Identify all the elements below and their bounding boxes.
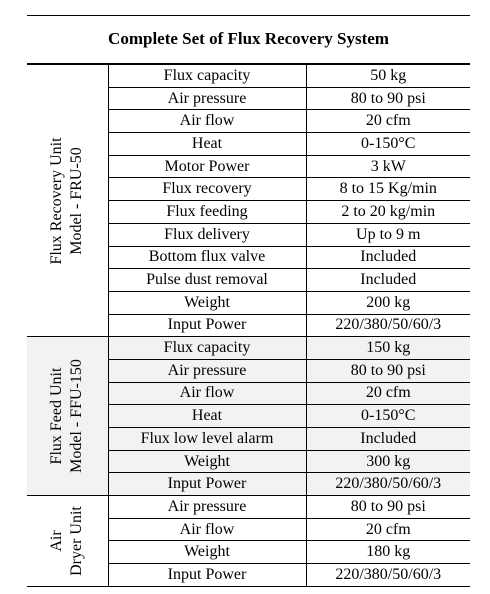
table-row: Pulse dust removal Included [27, 268, 470, 292]
value-cell: 180 kg [305, 540, 470, 565]
value-cell: 3 kW [305, 154, 470, 179]
table-title: Complete Set of Flux Recovery System [108, 29, 389, 48]
group-label: Flux Recovery Unit Model - FRU-50 [47, 137, 87, 264]
value-cell: 80 to 90 psi [305, 358, 470, 383]
group-label-line1: Flux Recovery Unit [48, 137, 66, 265]
table-row: Weight 300 kg [27, 449, 470, 474]
param-cell: Flux capacity [107, 336, 307, 360]
group-label-cell: Air Dryer Unit [27, 495, 109, 587]
table-row: Weight 200 kg [27, 290, 470, 315]
value-cell: 20 cfm [305, 517, 470, 542]
param-cell: Air pressure [107, 495, 307, 519]
header-rule [27, 63, 470, 64]
group-label-line2: Model - FRU-50 [68, 146, 86, 255]
value-cell: 0-150°C [305, 404, 470, 428]
value-cell: 150 kg [305, 336, 470, 360]
value-cell: 300 kg [305, 449, 470, 474]
value-cell: 220/380/50/60/3 [305, 472, 470, 497]
param-cell: Air pressure [107, 358, 307, 383]
group-label: Flux Feed Unit Model - FFU-150 [47, 359, 87, 473]
param-cell: Heat [107, 404, 307, 428]
param-cell: Flux low level alarm [107, 427, 307, 451]
param-cell: Weight [107, 449, 307, 474]
group-label-line2: Dryer Unit [68, 506, 86, 576]
group-label: Air Dryer Unit [47, 506, 87, 576]
group-label-line2: Model - FFU-150 [68, 359, 86, 474]
param-cell: Air pressure [107, 86, 307, 111]
value-cell: 220/380/50/60/3 [305, 563, 470, 587]
value-cell: 20 cfm [305, 109, 470, 134]
value-cell: Included [305, 427, 470, 451]
value-cell: 220/380/50/60/3 [305, 313, 470, 338]
table-row: Input Power 220/380/50/60/3 [27, 313, 470, 338]
value-cell: 0-150°C [305, 132, 470, 156]
value-cell: 80 to 90 psi [305, 495, 470, 519]
spec-table: Flux Recovery Unit Model - FRU-50 Flux cap… [27, 63, 470, 587]
param-cell: Input Power [107, 563, 307, 587]
param-cell: Flux feeding [107, 200, 307, 224]
param-cell: Heat [107, 132, 307, 156]
param-cell: Flux capacity [107, 64, 307, 88]
param-cell: Flux delivery [107, 222, 307, 247]
param-cell: Motor Power [107, 154, 307, 179]
top-rule [27, 15, 470, 16]
param-cell: Weight [107, 540, 307, 565]
param-cell: Flux recovery [107, 177, 307, 202]
param-cell: Pulse dust removal [107, 268, 307, 292]
table-row: Heat 0-150°C [27, 404, 470, 428]
group-label-line1: Air [48, 530, 66, 552]
param-cell: Input Power [107, 472, 307, 497]
table-row: Motor Power 3 kW [27, 154, 470, 179]
table-row: Air pressure 80 to 90 psi [27, 86, 470, 111]
value-cell: Included [305, 268, 470, 292]
param-cell: Air flow [107, 517, 307, 542]
value-cell: 20 cfm [305, 381, 470, 406]
value-cell: Included [305, 245, 470, 270]
table-row: Flux Recovery Unit Model - FRU-50 Flux cap… [27, 63, 470, 338]
table-row: Air Dryer Unit Air pressure 80 to 90 psi [27, 495, 470, 587]
table-row: Input Power 220/380/50/60/3 [27, 472, 470, 497]
table-row: Flux Feed Unit Model - FFU-150 Flux capaci… [27, 336, 470, 497]
group-label-cell: Flux Feed Unit Model - FFU-150 [27, 336, 109, 497]
param-cell: Air flow [107, 381, 307, 406]
group-label-cell: Flux Recovery Unit Model - FRU-50 [27, 63, 109, 338]
param-cell: Air flow [107, 109, 307, 134]
table-row: Input Power 220/380/50/60/3 [27, 563, 470, 587]
table-row: Heat 0-150°C [27, 132, 470, 156]
value-cell: 80 to 90 psi [305, 86, 470, 111]
value-cell: 2 to 20 kg/min [305, 200, 470, 224]
table-row: Flux recovery 8 to 15 Kg/min [27, 177, 470, 202]
value-cell: 200 kg [305, 290, 470, 315]
param-cell: Weight [107, 290, 307, 315]
param-cell: Bottom flux valve [107, 245, 307, 270]
param-cell: Input Power [107, 313, 307, 338]
table-row: Weight 180 kg [27, 540, 470, 565]
group-label-line1: Flux Feed Unit [48, 367, 66, 465]
table-row: Air flow 20 cfm [27, 109, 470, 134]
value-cell: Up to 9 m [305, 222, 470, 247]
value-cell: 50 kg [305, 64, 470, 88]
value-cell: 8 to 15 Kg/min [305, 177, 470, 202]
table-row: Flux low level alarm Included [27, 427, 470, 451]
